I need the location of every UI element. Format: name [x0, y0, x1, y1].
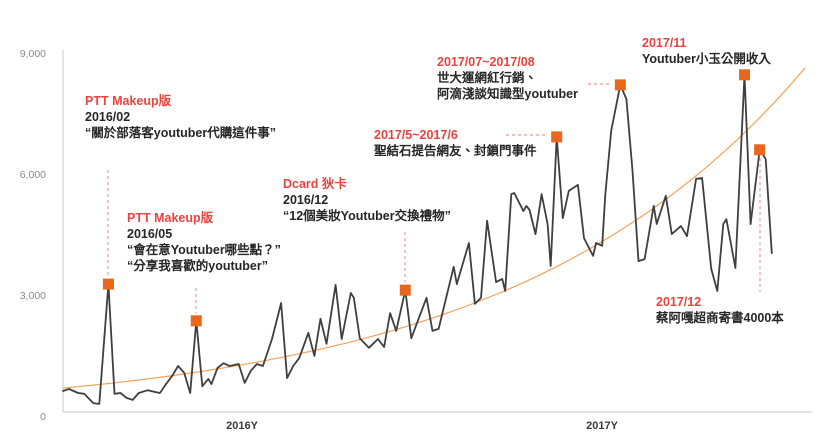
data-line — [62, 73, 773, 405]
y-tick-label: 3,000 — [20, 290, 46, 302]
y-tick-label: 9,000 — [20, 48, 46, 60]
x-axis-label: 2016Y — [226, 420, 258, 432]
event-marker — [614, 79, 626, 91]
event-marker — [102, 278, 114, 290]
event-marker — [739, 69, 751, 81]
event-marker — [551, 131, 563, 143]
y-tick-label: 6,000 — [20, 169, 46, 181]
event-marker — [190, 315, 202, 327]
trend-line — [62, 67, 806, 389]
x-axis-label: 2017Y — [586, 420, 618, 432]
event-marker — [754, 144, 766, 156]
event-marker — [399, 284, 411, 296]
y-tick-label: 0 — [40, 411, 46, 423]
